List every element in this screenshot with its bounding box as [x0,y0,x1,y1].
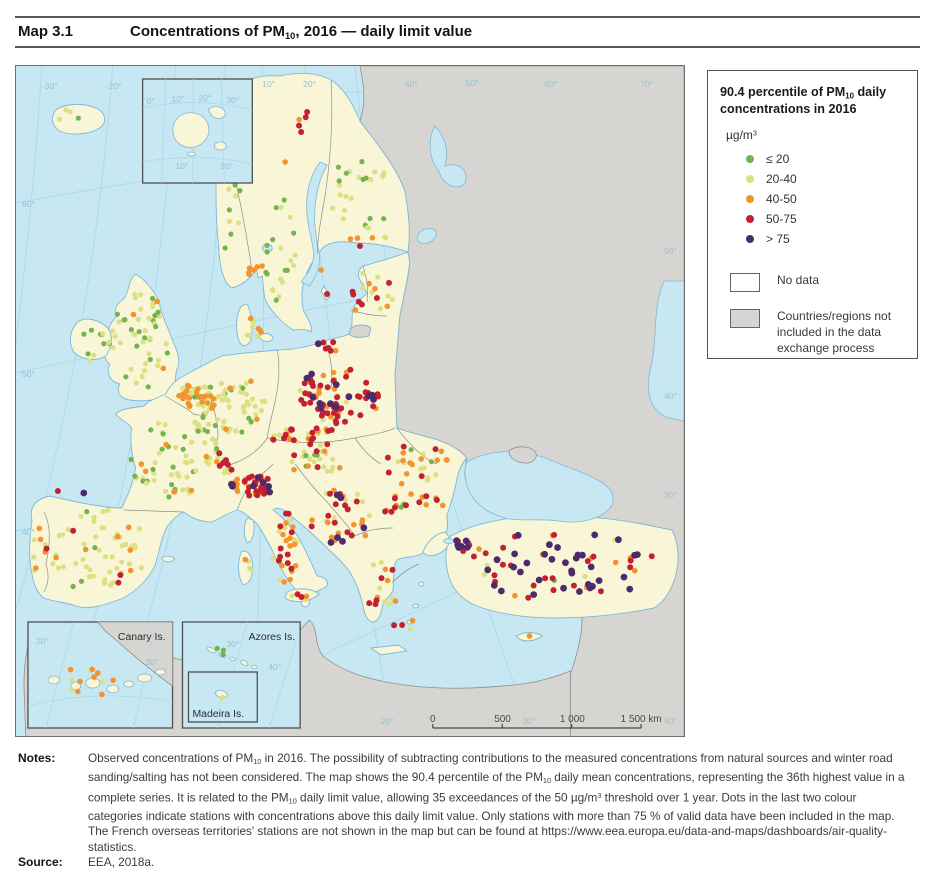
legend-class-label: > 75 [766,232,790,247]
sea-of-marmara [443,538,455,544]
inner-waters [261,125,684,544]
land-crete [369,644,408,656]
svg-text:20°: 20° [36,636,49,646]
svg-text:10°: 10° [176,161,189,171]
land-crimea [508,446,537,464]
land-ireland [69,318,112,360]
land-corsica [243,517,255,544]
svg-text:10°: 10° [172,94,185,104]
header-rule-top [15,16,920,18]
svg-text:0°: 0° [147,96,155,106]
legend-dot-gt75 [746,235,754,244]
legend-dot-20-40 [746,175,754,184]
no-data-label: No data [777,273,820,288]
svg-text:20°: 20° [220,161,233,171]
svg-text:-30°: -30° [42,81,58,91]
no-data-swatch [730,273,760,293]
inset-azores-label: Azores Is. [249,632,295,643]
svg-text:60°: 60° [22,199,35,209]
graticule-labels: -30° -20° 10° 20° 40° 50° 60° 70° 60° 50° 40° 50° 40… [22,78,677,726]
legend-class-row: 40-50 [720,189,907,209]
inset-canary: Canary Is. [27,621,174,729]
gulf-of-bothnia [300,161,328,287]
inset-madeira: Madeira Is. [187,671,258,723]
inset-station-dots [67,645,227,701]
legend-class-row: 50-75 [720,209,907,229]
svg-text:30°: 30° [146,657,159,667]
svg-text:10°: 10° [262,79,275,89]
land-turkey [445,515,679,619]
legend-class-row: > 75 [720,229,907,249]
svg-text:60°: 60° [544,79,557,89]
svg-text:-20°: -20° [106,81,122,91]
source-label: Source: [18,855,63,869]
svg-text:30°: 30° [522,716,535,726]
svg-text:20°: 20° [303,79,316,89]
inset-canary-label: Canary Is. [118,632,166,643]
caspian-sea [648,280,684,422]
svg-text:0: 0 [430,714,436,725]
notes-text: Observed concentrations of PM10 in 2016.… [88,751,905,854]
inset-svalbard [141,78,253,184]
svg-text:70°: 70° [640,79,653,89]
legend-dot-50-75 [746,215,754,224]
svg-text:40°: 40° [664,391,677,401]
figure-title: Concentrations of PM10, 2016 — daily lim… [130,23,473,41]
svg-text:1 000: 1 000 [560,714,585,725]
legend-class-row: ≤ 20 [720,149,907,169]
legend-panel: 90.4 percentile of PM10 daily concentrat… [707,70,918,359]
svg-text:500: 500 [494,714,511,725]
map-canvas: Canary Is. Azores Is. [15,65,685,737]
svg-text:20°: 20° [198,93,211,103]
svg-text:40°: 40° [22,527,35,537]
legend-class-label: ≤ 20 [766,152,790,167]
legend-class-row: 20-40 [720,169,907,189]
inset-madeira-label: Madeira Is. [192,709,244,720]
svg-text:40°: 40° [405,79,418,89]
svg-text:30°: 30° [226,95,239,105]
svg-text:20°: 20° [381,716,394,726]
svg-text:50°: 50° [22,369,35,379]
scale-bar: 0 500 1 000 1 500 km [430,714,662,729]
notes-label: Notes: [18,751,56,765]
svg-text:40°: 40° [268,662,281,672]
legend-dot-le20 [746,155,754,164]
legend-dot-40-50 [746,195,754,204]
legend-no-data-row: No data [730,273,907,293]
svg-text:50°: 50° [664,246,677,256]
svg-text:40°: 40° [664,716,677,726]
legend-class-label: 20-40 [766,172,797,187]
svg-text:30°: 30° [226,639,239,649]
lake-ladoga [416,227,437,245]
land-balearics [161,555,176,563]
source-text: EEA, 2018a. [88,855,155,869]
white-sea [429,125,467,188]
svg-text:30°: 30° [664,490,677,500]
land-danish-isles [258,333,274,342]
not-included-swatch [730,309,760,329]
svg-text:50°: 50° [466,78,479,88]
land-denmark [236,303,253,346]
header-rule-bottom [15,46,920,48]
svg-text:1 500 km: 1 500 km [621,714,662,725]
legend-class-label: 50-75 [766,212,797,227]
europe-map: Canary Is. Azores Is. [16,66,684,736]
not-included-label: Countries/regions not included in the da… [777,309,892,355]
legend-not-included-row: Countries/regions not included in the da… [730,309,907,356]
legend-title: 90.4 percentile of PM10 daily concentrat… [720,85,887,117]
figure-number: Map 3.1 [18,23,74,40]
legend-unit: µg/m3 [726,128,758,143]
legend-class-label: 40-50 [766,192,797,207]
